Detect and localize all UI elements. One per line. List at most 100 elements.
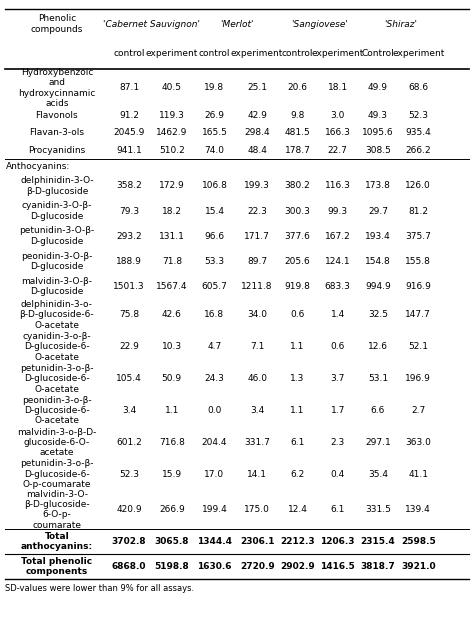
Text: 994.9: 994.9 <box>365 282 391 291</box>
Text: 166.3: 166.3 <box>325 129 351 137</box>
Text: petunidin-3-o-β-
D-glucoside-6-
O-p-coumarate: petunidin-3-o-β- D-glucoside-6- O-p-coum… <box>20 460 94 489</box>
Text: 2.3: 2.3 <box>330 438 345 447</box>
Text: Anthocyanins:: Anthocyanins: <box>6 161 71 171</box>
Text: 683.3: 683.3 <box>325 282 351 291</box>
Text: 154.8: 154.8 <box>365 256 391 266</box>
Text: 3702.8: 3702.8 <box>112 537 146 546</box>
Text: 167.2: 167.2 <box>325 232 351 240</box>
Text: experiment: experiment <box>392 49 445 58</box>
Text: 'Merlot': 'Merlot' <box>220 20 254 28</box>
Text: 50.9: 50.9 <box>162 374 182 383</box>
Text: 42.9: 42.9 <box>247 111 267 121</box>
Text: 16.8: 16.8 <box>204 310 225 320</box>
Text: 99.3: 99.3 <box>328 206 348 216</box>
Text: 375.7: 375.7 <box>405 232 431 240</box>
Text: 1462.9: 1462.9 <box>156 129 188 137</box>
Text: 2720.9: 2720.9 <box>240 562 274 571</box>
Text: 1.3: 1.3 <box>290 374 305 383</box>
Text: 81.2: 81.2 <box>408 206 428 216</box>
Text: 1567.4: 1567.4 <box>156 282 188 291</box>
Text: malvidin-3-O-β-
D-glucoside: malvidin-3-O-β- D-glucoside <box>21 277 92 296</box>
Text: 297.1: 297.1 <box>365 438 391 447</box>
Text: 'Shiraz': 'Shiraz' <box>384 20 417 28</box>
Text: malvidin-3-O-
β-D-glucoside-
6-O-p-
coumarate: malvidin-3-O- β-D-glucoside- 6-O-p- coum… <box>24 489 90 530</box>
Text: 1501.3: 1501.3 <box>113 282 145 291</box>
Text: 42.6: 42.6 <box>162 310 182 320</box>
Text: 71.8: 71.8 <box>162 256 182 266</box>
Text: SD-values were lower than 9% for all assays.: SD-values were lower than 9% for all ass… <box>5 584 194 593</box>
Text: 196.9: 196.9 <box>405 374 431 383</box>
Text: 2598.5: 2598.5 <box>401 537 436 546</box>
Text: 48.4: 48.4 <box>247 146 267 154</box>
Text: 'Cabernet Sauvignon': 'Cabernet Sauvignon' <box>103 20 200 28</box>
Text: 916.9: 916.9 <box>405 282 431 291</box>
Text: 105.4: 105.4 <box>116 374 142 383</box>
Text: 173.8: 173.8 <box>365 182 391 190</box>
Text: 3.0: 3.0 <box>330 111 345 121</box>
Text: Flavonols: Flavonols <box>36 111 78 121</box>
Text: 308.5: 308.5 <box>365 146 391 154</box>
Text: 52.3: 52.3 <box>408 111 428 121</box>
Text: 131.1: 131.1 <box>159 232 185 240</box>
Text: 14.1: 14.1 <box>247 470 267 479</box>
Text: 155.8: 155.8 <box>405 256 431 266</box>
Text: 6.2: 6.2 <box>290 470 305 479</box>
Text: 0.6: 0.6 <box>330 342 345 351</box>
Text: 22.9: 22.9 <box>119 342 139 351</box>
Text: 75.8: 75.8 <box>119 310 139 320</box>
Text: 1630.6: 1630.6 <box>197 562 232 571</box>
Text: 96.6: 96.6 <box>204 232 225 240</box>
Text: 'Sangiovese': 'Sangiovese' <box>292 20 348 28</box>
Text: petunidin-3-O-β-
D-glucoside: petunidin-3-O-β- D-glucoside <box>19 226 94 246</box>
Text: control: control <box>113 49 145 58</box>
Text: cyanidin-3-o-β-
D-glucoside-6-
O-acetate: cyanidin-3-o-β- D-glucoside-6- O-acetate <box>23 332 91 362</box>
Text: 165.5: 165.5 <box>201 129 228 137</box>
Text: 935.4: 935.4 <box>405 129 431 137</box>
Text: 1.1: 1.1 <box>164 406 179 415</box>
Text: 510.2: 510.2 <box>159 146 185 154</box>
Text: 380.2: 380.2 <box>284 182 310 190</box>
Text: control: control <box>282 49 313 58</box>
Text: 3065.8: 3065.8 <box>155 537 189 546</box>
Text: 293.2: 293.2 <box>116 232 142 240</box>
Text: petunidin-3-o-β-
D-glucoside-6-
O-acetate: petunidin-3-o-β- D-glucoside-6- O-acetat… <box>20 364 94 394</box>
Text: 601.2: 601.2 <box>116 438 142 447</box>
Text: experiment: experiment <box>146 49 198 58</box>
Text: 0.6: 0.6 <box>290 310 305 320</box>
Text: 175.0: 175.0 <box>244 506 270 514</box>
Text: 0.4: 0.4 <box>330 470 345 479</box>
Text: 52.3: 52.3 <box>119 470 139 479</box>
Text: 178.7: 178.7 <box>284 146 310 154</box>
Text: 605.7: 605.7 <box>201 282 228 291</box>
Text: Control: Control <box>362 49 394 58</box>
Text: 2.7: 2.7 <box>411 406 426 415</box>
Text: 6.1: 6.1 <box>290 438 305 447</box>
Text: cyanidin-3-O-β-
D-glucoside: cyanidin-3-O-β- D-glucoside <box>22 201 92 221</box>
Text: 74.0: 74.0 <box>204 146 225 154</box>
Text: 420.9: 420.9 <box>116 506 142 514</box>
Text: 331.5: 331.5 <box>365 506 391 514</box>
Text: 2212.3: 2212.3 <box>280 537 315 546</box>
Text: 3921.0: 3921.0 <box>401 562 436 571</box>
Text: Procyanidins: Procyanidins <box>28 146 85 154</box>
Text: 116.3: 116.3 <box>325 182 351 190</box>
Text: 171.7: 171.7 <box>244 232 270 240</box>
Text: 2306.1: 2306.1 <box>240 537 274 546</box>
Text: 46.0: 46.0 <box>247 374 267 383</box>
Text: 3.4: 3.4 <box>250 406 264 415</box>
Text: 18.1: 18.1 <box>328 83 348 93</box>
Text: control: control <box>199 49 230 58</box>
Text: delphinidin-3-O-
β-D-glucoside: delphinidin-3-O- β-D-glucoside <box>20 176 94 196</box>
Text: Total phenolic
components: Total phenolic components <box>21 557 92 577</box>
Text: 205.6: 205.6 <box>284 256 310 266</box>
Text: 172.9: 172.9 <box>159 182 185 190</box>
Text: 12.4: 12.4 <box>288 506 307 514</box>
Text: 6.6: 6.6 <box>371 406 385 415</box>
Text: 6868.0: 6868.0 <box>112 562 146 571</box>
Text: peonidin-3-O-β-
D-glucoside: peonidin-3-O-β- D-glucoside <box>21 252 92 271</box>
Text: 91.2: 91.2 <box>119 111 139 121</box>
Text: 199.4: 199.4 <box>201 506 228 514</box>
Text: 17.0: 17.0 <box>204 470 225 479</box>
Text: 199.3: 199.3 <box>244 182 270 190</box>
Text: 941.1: 941.1 <box>116 146 142 154</box>
